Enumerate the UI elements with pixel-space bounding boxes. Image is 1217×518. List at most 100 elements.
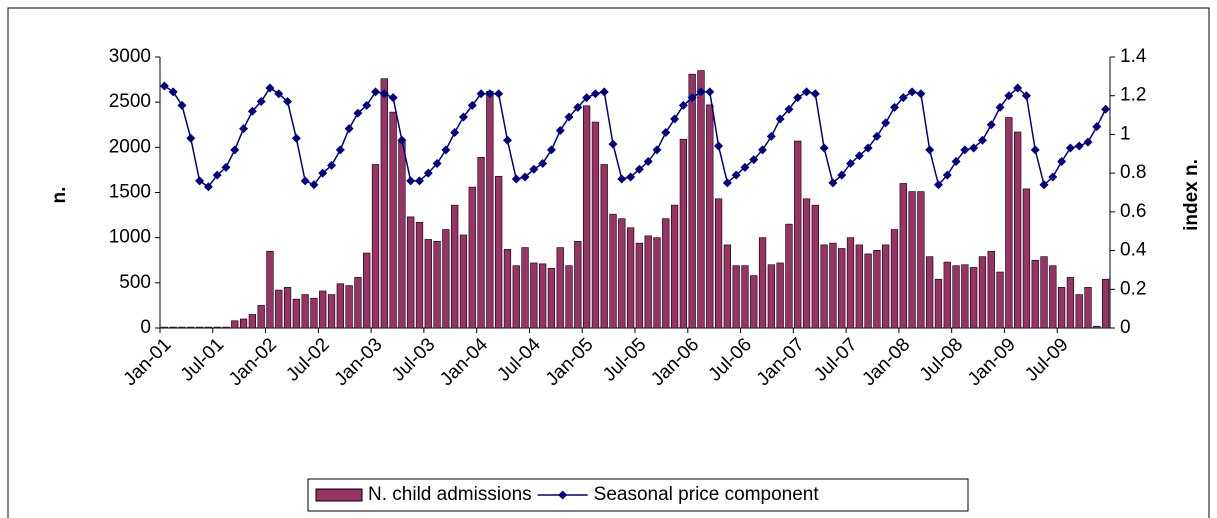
bar [327,294,336,329]
line-marker [291,133,301,143]
bar [345,285,353,329]
line-marker [265,83,275,93]
line-marker [925,145,935,155]
bar [1049,265,1057,329]
bar [275,289,283,329]
line-marker [1021,91,1031,101]
bar [1084,287,1092,329]
x-tick-label: Jul-02 [282,334,333,385]
y-tick-label: 1500 [109,182,151,203]
bar [169,326,177,329]
bar [697,70,705,329]
bar [195,326,204,329]
bar [802,198,811,329]
bar [371,164,380,329]
bar [415,222,424,329]
bar [424,239,432,329]
bar [486,91,494,329]
line-marker [379,89,389,99]
line-marker [538,158,548,168]
bar [433,240,441,329]
bar [398,141,406,329]
bar [882,244,890,329]
bar [653,237,661,329]
y-tick-label: 0 [140,317,151,338]
bar [873,250,881,329]
bar [512,265,520,329]
bar [750,275,758,329]
line-marker [863,143,873,153]
bar [970,267,978,329]
bar [213,326,221,329]
bar [855,244,863,329]
bar [292,298,300,329]
line-marker [494,89,504,99]
line-marker [371,87,381,97]
line-marker [1030,145,1040,155]
bar [714,198,723,329]
line-marker [837,170,847,180]
bar [600,164,608,329]
bar [838,248,846,329]
line-marker [802,87,812,97]
bar [407,216,415,329]
bar [248,314,257,329]
line-marker [159,81,169,91]
bar [723,244,732,329]
bar [477,156,485,329]
line-marker [977,135,987,145]
line-marker [898,93,908,103]
line-marker [819,143,829,153]
line-marker [362,100,372,110]
bar [1093,325,1101,329]
x-tick-label: Jan-04 [436,334,492,390]
line-marker [617,174,627,184]
line-marker [1065,143,1075,153]
bar [160,326,169,329]
bar [626,227,635,329]
y2-axis-title: index n. [1181,159,1202,231]
bar [1005,117,1013,329]
x-tick-label: Jul-05 [599,334,650,385]
bar [864,253,872,329]
line-marker [608,139,618,149]
line-marker [652,145,662,155]
line-marker [951,157,961,167]
line-marker [969,143,979,153]
bar [908,191,916,329]
bar [451,204,459,329]
line-marker [502,135,512,145]
line-marker [441,145,451,155]
line-marker [626,172,636,182]
line-marker [274,89,284,99]
line-marker [599,87,609,97]
bar [204,326,213,329]
bar [521,247,529,329]
bar [926,256,934,329]
bar [459,234,468,329]
y2-tick-label: 0.4 [1120,240,1147,261]
bar [301,294,309,329]
line-marker [749,155,759,165]
bar [785,223,793,329]
line-marker [1101,104,1111,114]
x-tick-label: Jul-07 [810,334,861,385]
line-marker [775,114,785,124]
y2-tick-label: 1.4 [1120,46,1147,67]
bar [1013,131,1022,329]
line-marker [714,141,724,151]
y2-tick-label: 0.2 [1120,278,1146,299]
bar [503,249,512,329]
line-marker [705,87,715,97]
line-marker [784,104,794,114]
line-marker [1039,180,1049,190]
x-tick-label: Jan-02 [225,334,281,390]
line-marker [520,172,530,182]
line-marker [458,112,468,122]
bar [1022,188,1031,329]
line-marker [555,126,565,136]
bar [987,250,995,329]
y2-tick-label: 1 [1120,123,1131,144]
line-marker [678,100,688,110]
bar [582,105,591,329]
